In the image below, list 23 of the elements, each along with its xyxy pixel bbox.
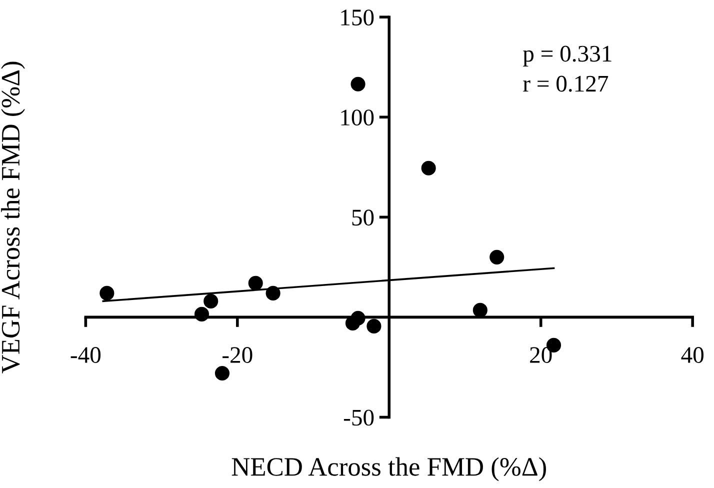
annotation: r = 0.127 xyxy=(523,76,608,92)
y-tick-label: 100 xyxy=(341,110,374,126)
point xyxy=(490,250,504,264)
y-tick-label: 150 xyxy=(341,10,374,26)
point xyxy=(248,276,263,290)
x-tick-label: 40 xyxy=(681,347,704,363)
x-axis-title: NECD Across the FMD (%Δ) xyxy=(232,457,546,482)
x-tick-label: -20 xyxy=(222,347,252,363)
annotation: p = 0.331 xyxy=(523,46,612,67)
point xyxy=(472,302,488,318)
point xyxy=(421,160,436,176)
point xyxy=(194,306,210,322)
y-tick-label: -50 xyxy=(344,410,374,426)
point xyxy=(266,286,280,300)
point xyxy=(100,286,114,300)
x-tick-label: -40 xyxy=(70,347,101,363)
point xyxy=(204,294,218,308)
y-tick-label: 50 xyxy=(352,210,374,226)
point xyxy=(350,310,366,326)
point xyxy=(214,366,230,381)
point xyxy=(366,318,382,334)
y-axis-title: VEGF Across the FMD (%Δ) xyxy=(1,62,25,374)
point xyxy=(350,76,366,92)
